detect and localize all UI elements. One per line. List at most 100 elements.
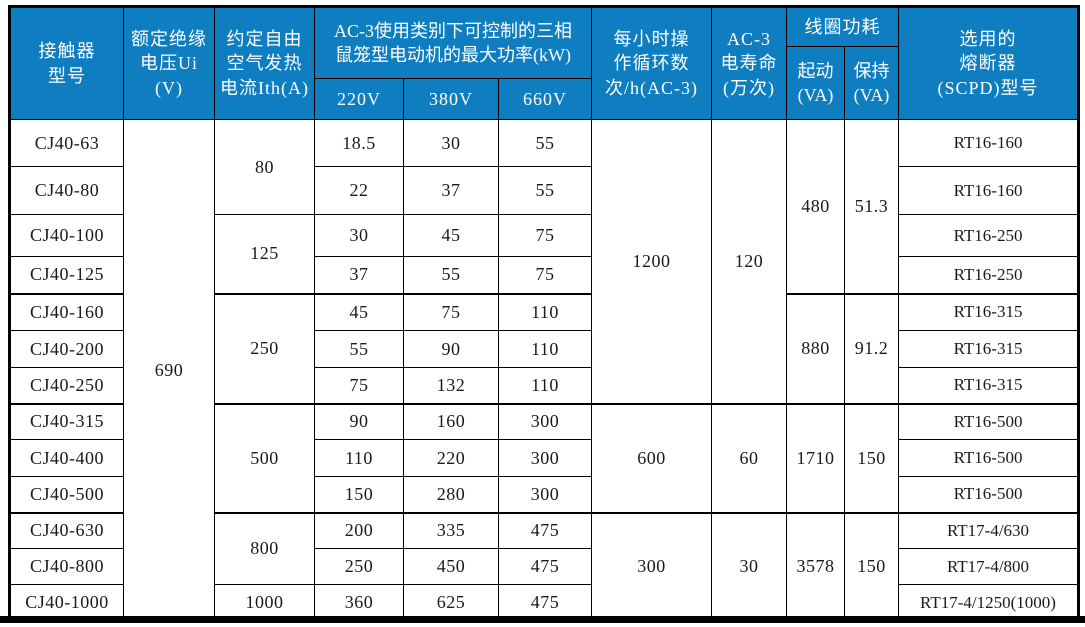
- cell-fuse: RT16-500: [898, 439, 1080, 477]
- cell-power-660: 475: [497, 511, 593, 549]
- cell-fuse: RT16-315: [898, 367, 1080, 404]
- cell-power-380: 450: [403, 548, 499, 585]
- cell-coil-hold: 51.3: [844, 119, 900, 294]
- cell-power-660: 55: [497, 119, 593, 167]
- header-row-3: 220V 380V 660V: [10, 78, 1079, 120]
- cell-power-380: 55: [403, 256, 499, 294]
- cell-power-220: 200: [314, 511, 404, 549]
- cell-power-220: 360: [314, 584, 404, 622]
- cell-power-220: 110: [314, 439, 404, 477]
- cell-power-220: 22: [314, 166, 404, 215]
- bottom-rule: [0, 616, 1085, 623]
- cell-coil-start: 880: [786, 292, 846, 404]
- cell-power-380: 30: [403, 119, 499, 167]
- cell-ith: 1000: [214, 584, 315, 622]
- cell-fuse: RT16-160: [898, 119, 1080, 167]
- cell-cycles: 600: [591, 402, 713, 513]
- cell-fuse: RT16-315: [898, 330, 1080, 368]
- header-cycles: 每小时操 作循环数 次/h(AC-3): [591, 6, 713, 120]
- cell-power-660: 110: [497, 292, 593, 331]
- cell-power-220: 150: [314, 476, 404, 513]
- header-row-1: 接触器 型号 额定绝缘 电压Ui (V) 约定自由 空气发热 电流Ith(A) …: [9, 6, 1080, 120]
- cell-cycles: 300: [591, 511, 713, 622]
- table-row: CJ40-200 55 90 110 RT16-315: [9, 330, 1080, 368]
- cell-power-220: 30: [314, 214, 404, 257]
- header-ith-current: 约定自由 空气发热 电流Ith(A): [214, 6, 315, 120]
- table-row: CJ40-125 37 55 75 RT16-250: [9, 256, 1080, 294]
- cell-model: CJ40-125: [9, 256, 124, 294]
- cell-power-380: 280: [403, 476, 499, 513]
- cell-power-660: 55: [497, 166, 593, 215]
- cell-power-220: 45: [314, 292, 404, 331]
- header-power-group: AC-3使用类别下可控制的三相 鼠笼型电动机的最大功率(kW): [313, 6, 593, 79]
- cell-model: CJ40-160: [9, 292, 124, 331]
- cell-power-660: 110: [497, 330, 593, 368]
- cell-power-380: 160: [403, 402, 499, 440]
- cell-ith: 500: [214, 402, 315, 513]
- header-ui-voltage: 额定绝缘 电压Ui (V): [123, 6, 215, 120]
- table-row: CJ40-500 150 280 300 RT16-500: [9, 476, 1080, 513]
- cell-power-220: 18.5: [314, 119, 404, 167]
- cell-coil-start: 3578: [786, 511, 846, 622]
- header-row-2: 起动 (VA) 保持 (VA): [10, 46, 1079, 120]
- header-380v: 380V: [403, 78, 499, 120]
- cell-ith: 250: [214, 292, 315, 404]
- cell-ui-voltage: 690: [123, 119, 215, 622]
- cell-power-220: 37: [314, 256, 404, 294]
- cell-life: 60: [711, 402, 788, 513]
- cell-power-220: 75: [314, 367, 404, 404]
- cell-model: CJ40-80: [9, 166, 124, 215]
- cell-power-660: 475: [497, 548, 593, 585]
- table-row: CJ40-80 22 37 55 RT16-160: [9, 166, 1080, 215]
- cell-fuse: RT16-160: [898, 166, 1080, 215]
- cell-power-380: 132: [403, 367, 499, 404]
- cell-model: CJ40-630: [9, 511, 124, 549]
- header-coil-group: 线圈功耗: [786, 6, 900, 47]
- cell-coil-start: 1710: [786, 402, 846, 513]
- cell-model: CJ40-400: [9, 439, 124, 477]
- cell-ith: 125: [214, 214, 315, 294]
- header-electrical-life: AC-3 电寿命 (万次): [711, 6, 788, 120]
- cell-power-380: 220: [403, 439, 499, 477]
- cell-power-660: 300: [497, 402, 593, 440]
- cell-cycles: 1200: [591, 119, 713, 404]
- header-220v: 220V: [314, 78, 404, 120]
- cell-model: CJ40-500: [9, 476, 124, 513]
- contactor-spec-table: 接触器 型号 额定绝缘 电压Ui (V) 约定自由 空气发热 电流Ith(A) …: [8, 5, 1081, 623]
- cell-power-380: 625: [403, 584, 499, 622]
- table-row: CJ40-630 800 200 335 475 300 30 3578 150…: [9, 511, 1080, 622]
- cell-fuse: RT17-4/800: [898, 548, 1080, 585]
- cell-power-660: 300: [497, 476, 593, 513]
- cell-coil-start: 480: [786, 119, 846, 294]
- cell-power-380: 90: [403, 330, 499, 368]
- cell-ith: 80: [214, 119, 315, 215]
- cell-power-660: 75: [497, 214, 593, 257]
- cell-power-660: 300: [497, 439, 593, 477]
- cell-model: CJ40-800: [9, 548, 124, 585]
- cell-power-220: 90: [314, 402, 404, 440]
- cell-coil-hold: 150: [844, 511, 900, 622]
- cell-model: CJ40-1000: [9, 584, 124, 622]
- cell-model: CJ40-63: [9, 119, 124, 167]
- cell-model: CJ40-315: [9, 402, 124, 440]
- cell-power-660: 75: [497, 256, 593, 294]
- cell-fuse: RT16-250: [898, 214, 1080, 257]
- cell-fuse: RT16-315: [898, 292, 1080, 331]
- cell-fuse: RT16-500: [898, 476, 1080, 513]
- cell-power-380: 75: [403, 292, 499, 331]
- table-row: CJ40-160 250 45 75 110 880 91.2 RT16-315: [9, 292, 1080, 404]
- cell-model: CJ40-100: [9, 214, 124, 257]
- cell-power-220: 250: [314, 548, 404, 585]
- cell-life: 30: [711, 511, 788, 622]
- header-model: 接触器 型号: [9, 6, 124, 120]
- header-fuse: 选用的 熔断器 (SCPD)型号: [898, 6, 1080, 120]
- cell-power-380: 45: [403, 214, 499, 257]
- cell-ith: 800: [214, 511, 315, 585]
- cell-life: 120: [711, 119, 788, 404]
- table-row: CJ40-63 690 80 18.5 30 55 1200 120 480 5…: [9, 119, 1080, 622]
- cell-model: CJ40-200: [9, 330, 124, 368]
- cell-fuse: RT16-250: [898, 256, 1080, 294]
- cell-power-380: 37: [403, 166, 499, 215]
- header-coil-start: 起动 (VA): [786, 46, 846, 120]
- cell-coil-hold: 150: [844, 402, 900, 513]
